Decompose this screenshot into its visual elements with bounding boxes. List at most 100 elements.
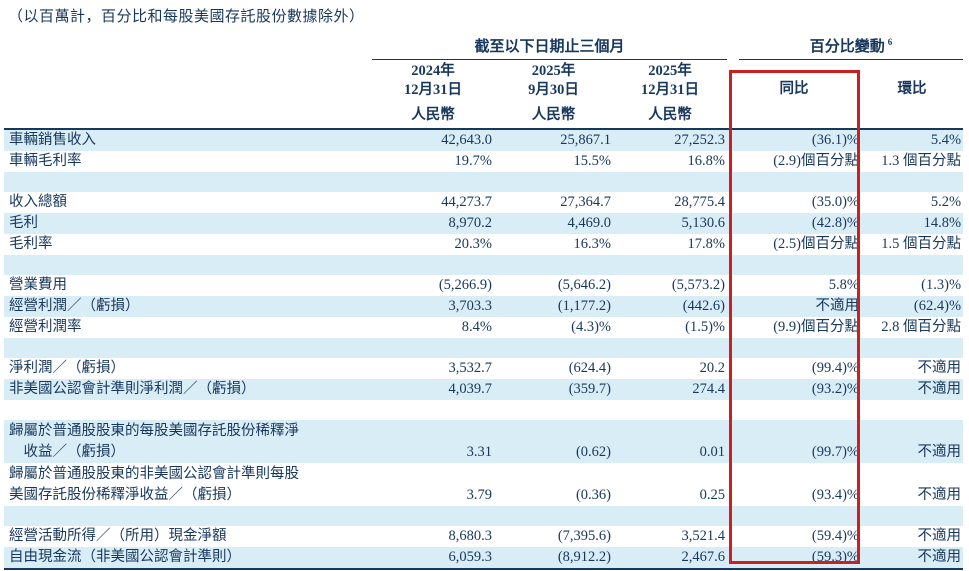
table-row: 車輛銷售收入 42,643.0 25,867.1 27,252.3 (36.1)% 5.4…	[4, 129, 964, 151]
value-2025q3: 4,469.0	[567, 215, 612, 231]
value-2025q3: (8,912.2)	[494, 547, 613, 570]
value-qoq: 不適用	[917, 444, 962, 460]
table-row: 經營活動所得／（所用）現金淨額 8,680.3 (7,395.6) 3,521.4 (5…	[4, 526, 963, 547]
value-2025q3	[494, 400, 613, 420]
value-2025q3: 16.3%	[573, 236, 611, 252]
value-2025q3: (0.62)	[575, 444, 611, 460]
table-row: 經營利潤／（虧損） 3,703.3 (1,177.2) (442.6) 不適用 (62.4…	[4, 296, 964, 317]
row-label: 經營利潤／（虧損）	[9, 298, 140, 314]
value-2025q4: 0.01	[699, 444, 726, 460]
value-2024q4: 6,059.3	[372, 547, 494, 570]
value-2025q4: 27,252.3	[674, 132, 726, 148]
table-row: 車輛毛利率 19.7% 15.5% 16.8% (2.9)個百分點 1.3 個百分點	[4, 151, 963, 172]
row-label	[4, 255, 372, 275]
table-row: 營業費用 (5,266.9) (5,646.2) (5,573.2) 5.8% (1.3)…	[4, 275, 963, 296]
row-label	[4, 506, 372, 526]
value-qoq	[861, 338, 963, 358]
value-2024q4: 8,680.3	[448, 528, 493, 544]
value-2024q4	[372, 338, 494, 358]
row-label: 非美國公認會計準則淨利潤／（虧損）	[9, 381, 256, 397]
row-label: 經營活動所得／（所用）現金淨額	[9, 528, 227, 544]
spacer-row	[4, 172, 964, 192]
row-label: 經營利潤率	[9, 319, 82, 335]
row-label: 營業費用	[9, 277, 67, 293]
value-2024q4: 3.31	[466, 444, 492, 460]
value-2025q4: (1.5)%	[685, 319, 726, 335]
value-2025q4: 3,521.4	[681, 528, 726, 544]
col-header-yoy: 同比	[779, 81, 809, 97]
value-2025q3: (1,177.2)	[557, 298, 611, 314]
value-yoy	[727, 255, 861, 275]
value-2025q4	[613, 255, 727, 275]
value-2024q4: 3,703.3	[448, 298, 493, 314]
value-yoy	[727, 172, 861, 192]
currency-label-2024q4: 人民幣	[372, 100, 494, 130]
value-2024q4: 20.3%	[454, 236, 492, 252]
value-2025q3: (5,646.2)	[557, 277, 611, 293]
value-2025q4: (442.6)	[682, 298, 726, 314]
table-row: 非美國公認會計準則淨利潤／（虧損） 4,039.7 (359.7) 274.4 (93.…	[4, 379, 964, 400]
currency-label-2025q3: 人民幣	[494, 100, 613, 130]
value-yoy	[727, 400, 861, 420]
spacer-row	[4, 400, 963, 420]
row-label: 歸屬於普通股股東的每股美國存託股份稀釋淨 收益／（虧損）	[9, 423, 299, 460]
value-2025q4: 28,775.4	[674, 194, 726, 210]
value-yoy: 不適用	[815, 298, 860, 314]
value-2024q4: 3,532.7	[448, 360, 493, 376]
value-2024q4: 3.79	[466, 487, 492, 503]
empty-header-cell	[4, 30, 372, 60]
row-label	[4, 400, 372, 420]
value-yoy: (2.5)個百分點	[773, 236, 860, 252]
value-2025q4: 20.2	[699, 360, 726, 376]
row-label: 車輛毛利率	[9, 153, 82, 169]
col-header-2024q4: 2024年 12月31日	[404, 63, 462, 98]
value-2024q4: 8.4%	[461, 319, 492, 335]
value-2025q4: 16.8%	[687, 153, 726, 169]
value-2025q4: 2,467.6	[613, 547, 728, 570]
table-row: 歸屬於普通股股東的每股美國存託股份稀釋淨 收益／（虧損） 3.31 (0.62) 0.…	[4, 420, 964, 463]
value-yoy: (2.9)個百分點	[773, 153, 860, 169]
value-2025q3: (624.4)	[568, 360, 611, 376]
value-2025q3: (4.3)%	[571, 319, 611, 335]
value-qoq: (1.3)%	[921, 277, 962, 293]
value-2025q3	[494, 338, 613, 358]
table-header: 截至以下日期止三個月 百分比變動 6 2024年 12月31日 2025年 9	[4, 30, 964, 130]
value-yoy: (99.4)%	[811, 360, 860, 376]
value-2024q4	[372, 255, 494, 275]
value-2024q4	[372, 400, 494, 420]
value-qoq: 1.3 個百分點	[881, 153, 962, 169]
col-header-2025q4: 2025年 12月31日	[641, 63, 699, 98]
value-2025q3: (7,395.6)	[557, 528, 611, 544]
table-row: 經營利潤率 8.4% (4.3)% (1.5)% (9.9)個百分點 2.8 個百分點	[4, 317, 963, 338]
spacer-row	[4, 338, 964, 358]
group-header-row: 截至以下日期止三個月 百分比變動 6	[4, 30, 964, 60]
value-2024q4: 42,643.0	[441, 132, 492, 148]
value-qoq	[861, 506, 963, 526]
value-2025q3: 25,867.1	[560, 132, 611, 148]
value-2025q4	[613, 400, 727, 420]
row-label	[4, 338, 372, 358]
value-qoq: 不適用	[917, 487, 962, 503]
value-qoq: 5.4%	[930, 132, 962, 148]
row-label: 淨利潤／（虧損）	[9, 360, 125, 376]
currency-header-row: 人民幣 人民幣 人民幣	[4, 100, 964, 130]
value-2025q3	[494, 506, 613, 526]
row-label: 車輛銷售收入	[9, 132, 96, 148]
change-group-header: 百分比變動 6	[739, 35, 964, 60]
value-2024q4: 19.7%	[454, 153, 492, 169]
empty-header-cell	[727, 100, 862, 130]
row-label: 歸屬於普通股股東的非美國公認會計準則每股 美國存託股份稀釋淨收益／（虧損）	[9, 466, 299, 503]
value-yoy	[727, 506, 861, 526]
value-2025q4: 5,130.6	[681, 215, 726, 231]
value-2024q4: 8,970.2	[448, 215, 493, 231]
value-2025q3: (359.7)	[568, 381, 611, 397]
value-2025q4	[613, 338, 727, 358]
value-2025q4: 274.4	[692, 381, 726, 397]
col-header-2025q3: 2025年 9月30日	[528, 63, 579, 98]
value-qoq: 不適用	[861, 547, 964, 570]
value-2025q3	[494, 255, 613, 275]
value-qoq: 2.8 個百分點	[881, 319, 962, 335]
table-row: 毛利 8,970.2 4,469.0 5,130.6 (42.8)% 14.8%	[4, 213, 964, 234]
period-group-header: 截至以下日期止三個月	[372, 35, 728, 60]
